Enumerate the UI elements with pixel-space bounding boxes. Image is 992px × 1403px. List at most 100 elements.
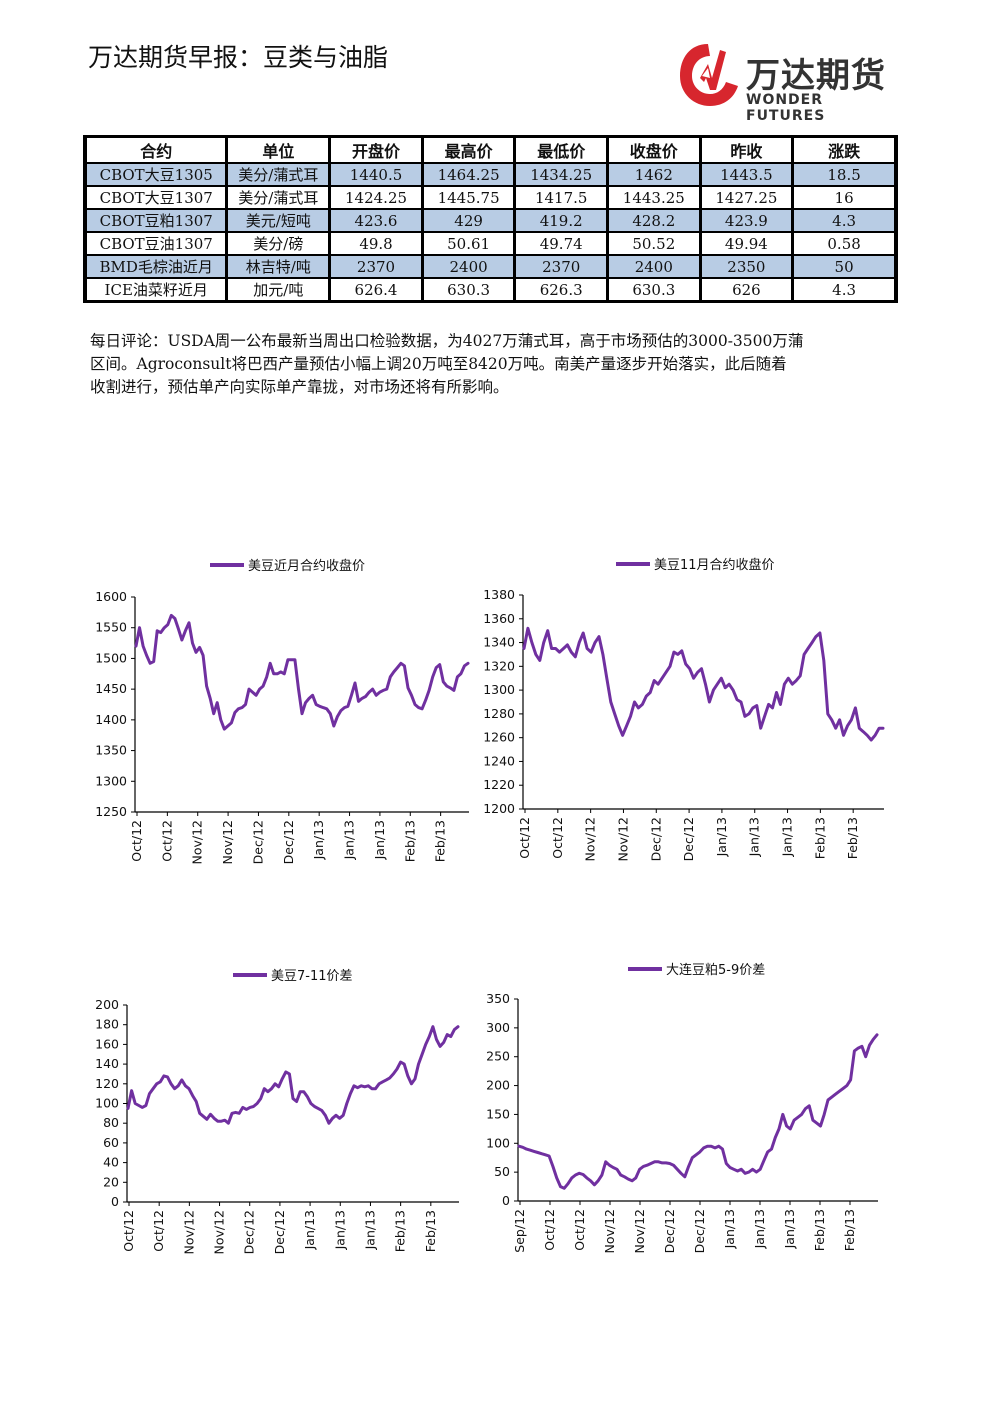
page-title: 万达期货早报：豆类与油脂 xyxy=(88,43,389,72)
x-tick-label: Dec/12 xyxy=(681,817,696,861)
comment-line: 每日评论：USDA周一公布最新当周出口检验数据，为4027万蒲式耳，高于市场预估… xyxy=(90,332,804,350)
table-cell: 49.8 xyxy=(331,233,421,254)
y-tick-label: 1550 xyxy=(95,620,127,635)
table-cell: CBOT豆油1307 xyxy=(87,233,226,254)
y-tick-label: 180 xyxy=(95,1017,119,1032)
x-tick-label: Feb/13 xyxy=(845,817,860,859)
y-tick-label: 1350 xyxy=(95,743,127,758)
company-logo: 万达期货 WONDER FUTURES xyxy=(676,38,906,124)
column-header: 昨收 xyxy=(701,138,792,162)
chart-dalian-meal-may-sep-spread: 大连豆粕5-9价差 0 50 100 150 200 250 300 350 Sep/12 Oct/… xyxy=(486,962,879,1254)
x-tick-label: Jan/13 xyxy=(332,1210,347,1250)
table-cell: 419.2 xyxy=(516,210,606,231)
x-tick-label: Feb/13 xyxy=(842,1209,857,1251)
table-cell: 2400 xyxy=(423,256,514,277)
x-tick-label: Oct/12 xyxy=(159,820,174,862)
y-tick-label: 20 xyxy=(103,1174,119,1189)
table-cell: 1443.25 xyxy=(609,187,699,208)
y-tick-label: 1600 xyxy=(95,589,127,604)
x-tick-label: Dec/12 xyxy=(281,820,296,864)
x-tick-label: Feb/13 xyxy=(812,817,827,859)
column-header: 最高价 xyxy=(423,138,514,162)
daily-comment: 每日评论：USDA周一公布最新当周出口检验数据，为4027万蒲式耳，高于市场预估… xyxy=(90,330,890,399)
column-header: 涨跌 xyxy=(794,138,894,162)
x-tick-label: Jan/13 xyxy=(302,1210,317,1250)
y-tick-label: 200 xyxy=(95,997,119,1012)
table-cell: 626.4 xyxy=(331,279,421,300)
table-row: ICE油菜籽近月 加元/吨 626.4 630.3 626.3 630.3 62… xyxy=(87,279,894,300)
x-tick-label: Jan/13 xyxy=(311,820,326,860)
x-tick-label: Oct/12 xyxy=(129,820,144,862)
x-tick-label: Nov/12 xyxy=(632,1209,647,1254)
column-header: 单位 xyxy=(228,138,329,162)
table-cell: 1427.25 xyxy=(701,187,792,208)
table-cell: ICE油菜籽近月 xyxy=(87,279,226,300)
x-tick-label: Nov/12 xyxy=(220,820,235,865)
x-tick-label: Jan/13 xyxy=(782,1209,797,1249)
y-tick-label: 0 xyxy=(111,1194,119,1209)
y-tick-label: 60 xyxy=(103,1135,119,1150)
x-tick-label: Nov/12 xyxy=(181,1210,196,1255)
x-tick-label: Oct/12 xyxy=(572,1209,587,1251)
table-cell: CBOT豆粕1307 xyxy=(87,210,226,231)
column-header: 收盘价 xyxy=(609,138,699,162)
table-cell: 2350 xyxy=(701,256,792,277)
table-cell: 50.52 xyxy=(609,233,699,254)
table-cell: 1464.25 xyxy=(423,164,514,185)
table-cell: 1440.5 xyxy=(331,164,421,185)
y-tick-label: 50 xyxy=(494,1164,510,1179)
table-cell: 1417.5 xyxy=(516,187,606,208)
column-header: 合约 xyxy=(87,138,226,162)
table-row: BMD毛棕油近月 林吉特/吨 2370 2400 2370 2400 2350 … xyxy=(87,256,894,277)
legend-label: 大连豆粕5-9价差 xyxy=(666,962,765,978)
x-tick-label: Sep/12 xyxy=(512,1209,527,1253)
x-tick-label: Jan/13 xyxy=(372,820,387,860)
x-tick-label: Jan/13 xyxy=(342,820,357,860)
table-cell: 626 xyxy=(701,279,792,300)
y-tick-label: 0 xyxy=(502,1193,510,1208)
legend-label: 美豆近月合约收盘价 xyxy=(248,558,365,574)
x-tick-label: Jan/13 xyxy=(747,817,762,857)
y-tick-label: 1280 xyxy=(483,706,515,721)
x-tick-label: Dec/12 xyxy=(250,820,265,864)
x-tick-label: Dec/12 xyxy=(242,1210,257,1254)
table-cell: 2400 xyxy=(609,256,699,277)
comment-line: 区间。Agroconsult将巴西产量预估小幅上调20万吨至8420万吨。南美产… xyxy=(90,355,787,373)
y-tick-label: 120 xyxy=(95,1076,119,1091)
x-tick-label: Feb/13 xyxy=(433,820,448,862)
table-cell: CBOT大豆1307 xyxy=(87,187,226,208)
chart-us-soybean-jul-nov-spread: 美豆7-11价差 0 20 40 60 80 100 120 140 160 180 200 Oct/1… xyxy=(95,969,460,1255)
y-tick-label: 1200 xyxy=(483,801,515,816)
table-cell: 49.74 xyxy=(516,233,606,254)
y-tick-label: 1360 xyxy=(483,611,515,626)
x-tick-label: Dec/12 xyxy=(648,817,663,861)
table-cell: 50.61 xyxy=(423,233,514,254)
x-tick-label: Oct/12 xyxy=(542,1209,557,1251)
x-tick-label: Jan/13 xyxy=(722,1209,737,1249)
table-row: CBOT豆油1307 美分/磅 49.8 50.61 49.74 50.52 4… xyxy=(87,233,894,254)
table-cell: 美元/短吨 xyxy=(228,210,329,231)
y-tick-label: 1300 xyxy=(95,773,127,788)
x-tick-label: Oct/12 xyxy=(121,1210,136,1252)
table-cell: 1424.25 xyxy=(331,187,421,208)
x-tick-label: Feb/13 xyxy=(402,820,417,862)
y-tick-label: 1250 xyxy=(95,804,127,819)
table-cell: 16 xyxy=(794,187,894,208)
y-tick-label: 1240 xyxy=(483,753,515,768)
x-tick-label: Nov/12 xyxy=(212,1210,227,1255)
table-cell: 423.9 xyxy=(701,210,792,231)
column-header: 最低价 xyxy=(516,138,606,162)
table-cell: 630.3 xyxy=(609,279,699,300)
table-cell: 1445.75 xyxy=(423,187,514,208)
legend-label: 美豆7-11价差 xyxy=(271,969,353,984)
x-tick-label: Feb/13 xyxy=(423,1210,438,1252)
y-tick-label: 1300 xyxy=(483,682,515,697)
table-cell: 美分/磅 xyxy=(228,233,329,254)
table-row: CBOT豆粕1307 美元/短吨 423.6 429 419.2 428.2 4… xyxy=(87,210,894,231)
chart-us-soybean-front-month: 美豆近月合约收盘价 1250 1300 1350 1400 1450 1500 1550 160… xyxy=(95,558,470,865)
y-tick-label: 1260 xyxy=(483,730,515,745)
table-cell: 630.3 xyxy=(423,279,514,300)
x-tick-label: Nov/12 xyxy=(615,817,630,862)
legend-label: 美豆11月合约收盘价 xyxy=(654,557,775,573)
table-cell: 428.2 xyxy=(609,210,699,231)
